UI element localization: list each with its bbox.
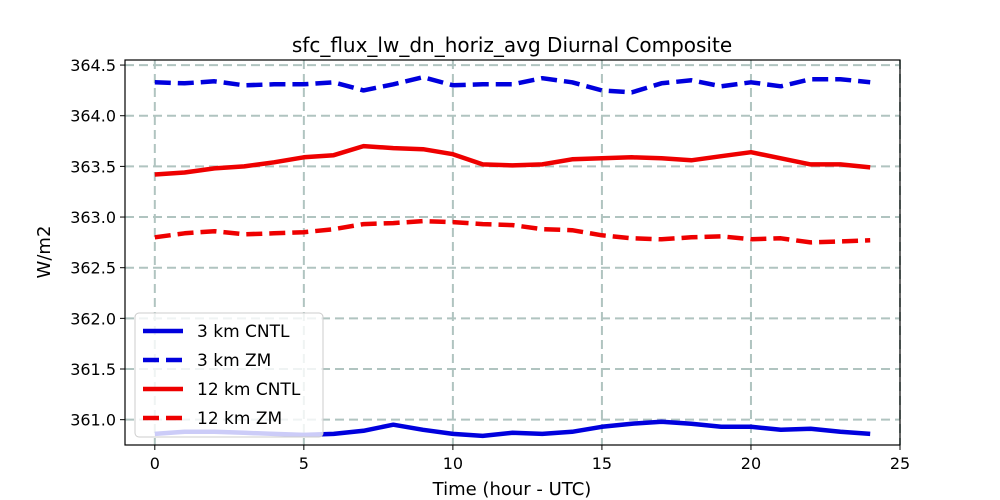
legend-label: 3 km CNTL <box>197 322 290 342</box>
y-tick-label: 363.5 <box>70 157 116 176</box>
y-tick-label: 361.5 <box>70 360 116 379</box>
x-tick-label: 0 <box>150 454 160 473</box>
legend-label: 12 km ZM <box>197 409 282 429</box>
x-tick-label: 15 <box>592 454 612 473</box>
x-tick-label: 5 <box>299 454 309 473</box>
y-tick-label: 361.0 <box>70 411 116 430</box>
series-line-12-km-cntl <box>154 143 871 177</box>
legend-label: 12 km CNTL <box>197 380 301 400</box>
x-tick-label: 25 <box>890 454 910 473</box>
y-tick-label: 362.5 <box>70 259 116 278</box>
y-tick-label: 362.0 <box>70 309 116 328</box>
y-axis: 361.0 361.5 362.0 362.5 363.0 363.5 364.0 364.5 <box>70 56 125 430</box>
y-tick-label: 364.0 <box>70 107 116 126</box>
series-line-3-km-zm <box>154 74 871 95</box>
x-axis-label: Time (hour - UTC) <box>432 479 592 500</box>
x-tick-label: 20 <box>741 454 761 473</box>
series-layer <box>154 74 871 439</box>
legend-label: 3 km ZM <box>197 351 271 371</box>
chart-title: sfc_flux_lw_dn_horiz_avg Diurnal Composi… <box>292 33 732 57</box>
legend: 3 km CNTL 3 km ZM 12 km CNTL 12 km ZM <box>134 312 324 438</box>
x-tick-label: 10 <box>443 454 463 473</box>
plot-frame <box>124 59 901 446</box>
y-tick-label: 363.0 <box>70 208 116 227</box>
x-axis: 0 5 10 15 20 25 <box>150 445 910 473</box>
y-axis-label: W/m2 <box>34 226 55 279</box>
y-tick-label: 364.5 <box>70 56 116 75</box>
series-line-12-km-zm <box>154 218 871 245</box>
legend-box <box>134 312 324 438</box>
